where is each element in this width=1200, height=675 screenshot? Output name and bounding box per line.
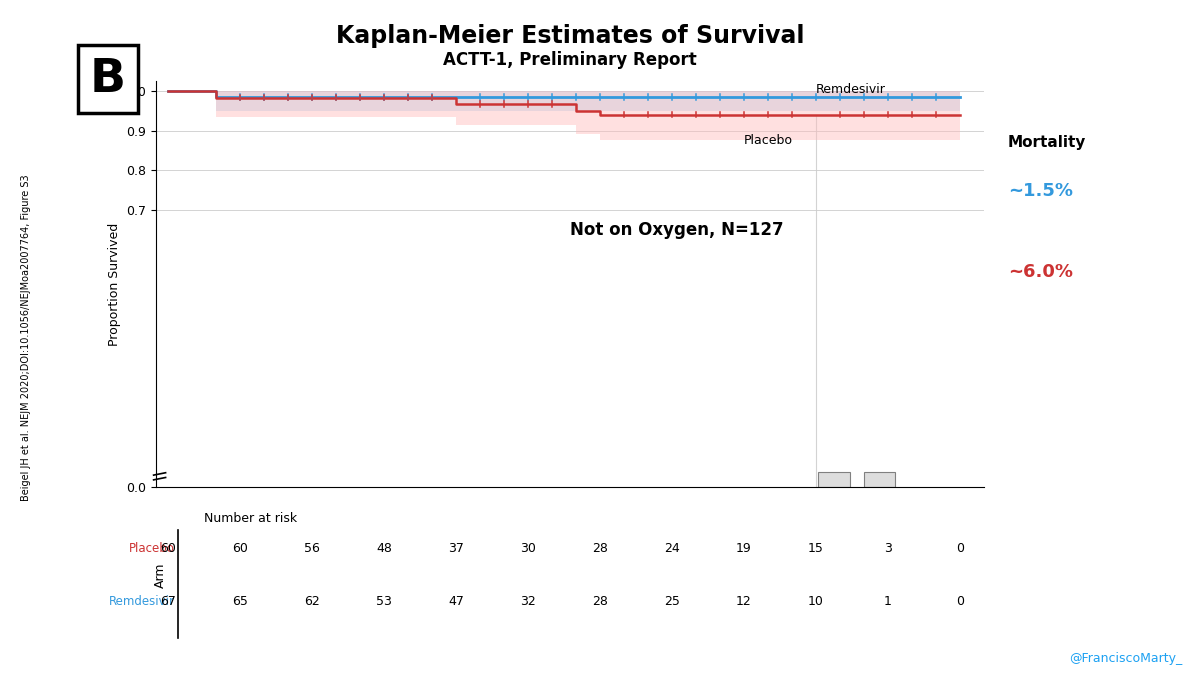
- Text: @FranciscoMarty_: @FranciscoMarty_: [1069, 652, 1182, 665]
- Text: ACTT-1, Preliminary Report: ACTT-1, Preliminary Report: [443, 51, 697, 69]
- Text: Kaplan-Meier Estimates of Survival: Kaplan-Meier Estimates of Survival: [336, 24, 804, 48]
- Text: 37: 37: [448, 542, 464, 556]
- Text: 24: 24: [664, 542, 680, 556]
- Text: 60: 60: [232, 542, 248, 556]
- Text: Number at risk: Number at risk: [204, 512, 298, 525]
- Text: 62: 62: [304, 595, 320, 608]
- Text: 56: 56: [304, 542, 320, 556]
- Text: 32: 32: [520, 595, 536, 608]
- Text: 10: 10: [808, 595, 824, 608]
- Text: 65: 65: [232, 595, 248, 608]
- Text: Not on Oxygen, N=127: Not on Oxygen, N=127: [570, 221, 784, 239]
- Text: Arm: Arm: [155, 562, 167, 588]
- Text: B: B: [90, 57, 126, 102]
- Text: Beigel JH et al. NEJM 2020;DOI:10.1056/NEJMoa2007764, Figure S3: Beigel JH et al. NEJM 2020;DOI:10.1056/N…: [22, 174, 31, 501]
- Text: 15: 15: [808, 542, 824, 556]
- Text: Remdesivir: Remdesivir: [816, 82, 886, 96]
- Bar: [818, 472, 850, 487]
- Text: 0: 0: [956, 595, 964, 608]
- Text: 0: 0: [956, 542, 964, 556]
- Text: 19: 19: [736, 542, 752, 556]
- Text: 28: 28: [592, 542, 608, 556]
- Text: 30: 30: [520, 542, 536, 556]
- Text: Placebo: Placebo: [744, 134, 793, 147]
- Text: 12: 12: [736, 595, 752, 608]
- Text: Placebo: Placebo: [130, 542, 175, 556]
- Text: 25: 25: [664, 595, 680, 608]
- Text: 3: 3: [884, 542, 892, 556]
- Text: 48: 48: [376, 542, 392, 556]
- Text: 1: 1: [884, 595, 892, 608]
- Bar: [864, 472, 895, 487]
- Text: 53: 53: [376, 595, 392, 608]
- Text: ~6.0%: ~6.0%: [1008, 263, 1073, 281]
- Text: 28: 28: [592, 595, 608, 608]
- Text: ~1.5%: ~1.5%: [1008, 182, 1073, 200]
- Text: 67: 67: [160, 595, 176, 608]
- Text: 60: 60: [160, 542, 176, 556]
- Y-axis label: Proportion Survived: Proportion Survived: [108, 222, 121, 346]
- Text: Remdesivir: Remdesivir: [109, 595, 175, 608]
- Text: Mortality: Mortality: [1008, 135, 1086, 150]
- Text: 47: 47: [448, 595, 464, 608]
